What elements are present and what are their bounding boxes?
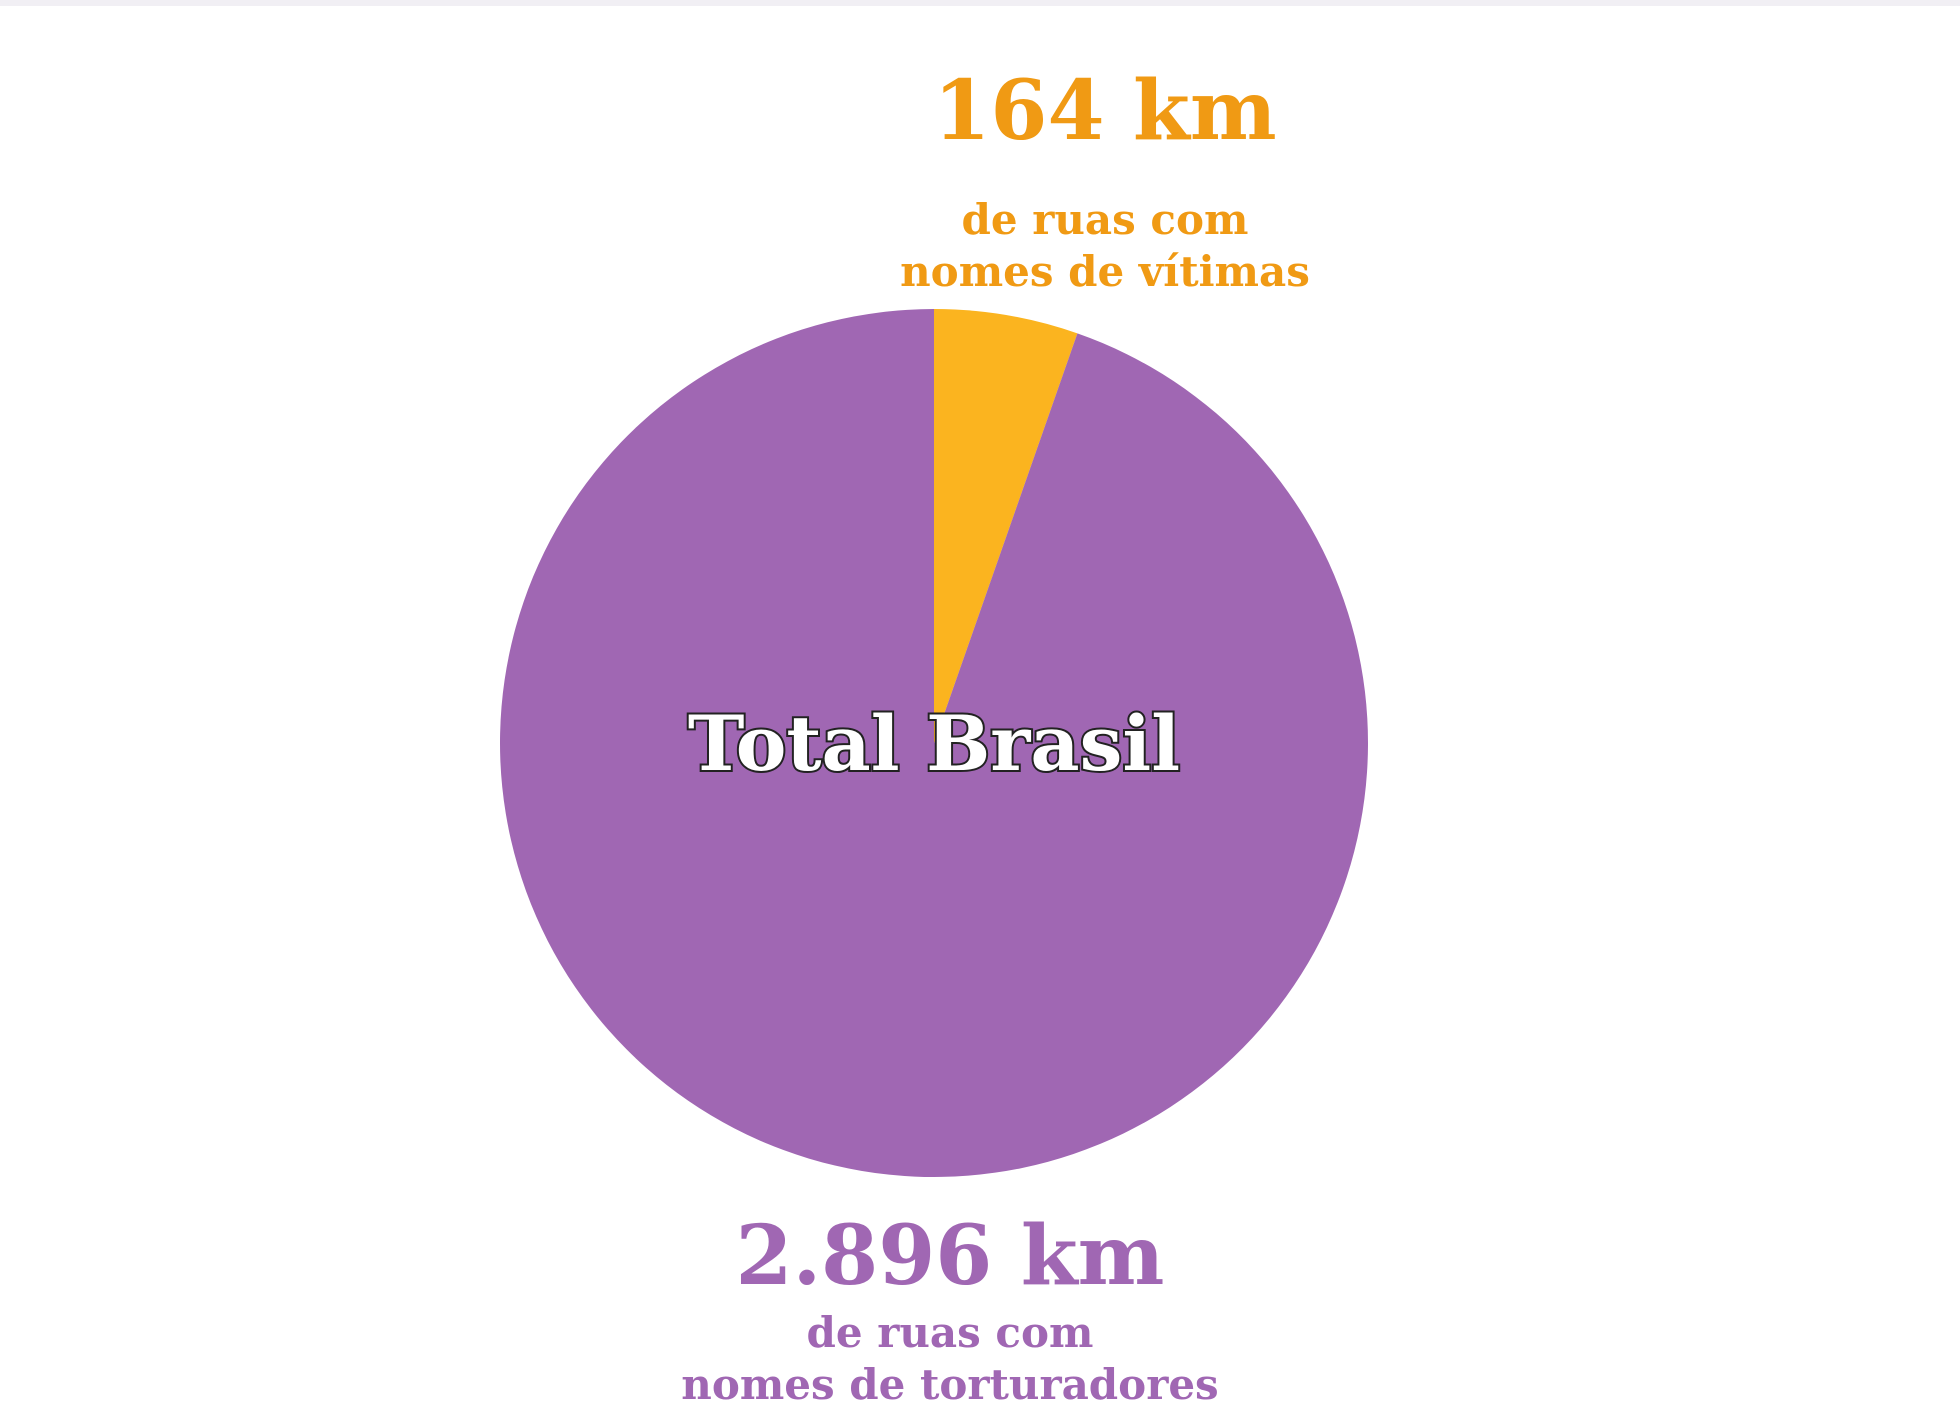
victims-caption-line-1: de ruas com	[961, 195, 1249, 244]
pie-slice-torturers	[500, 309, 1369, 1177]
torturers-annotation: 2.896 km de ruas com nomes de torturador…	[630, 1215, 1270, 1411]
pie-slices	[500, 309, 1369, 1177]
top-shade	[0, 0, 1960, 6]
victims-caption-line-2: nomes de vítimas	[900, 247, 1310, 296]
torturers-caption-line-2: nomes de torturadores	[681, 1360, 1219, 1409]
torturers-caption-line-1: de ruas com	[806, 1308, 1094, 1357]
victims-value-label: 164 km	[933, 63, 1277, 159]
pie-slice-victims	[934, 309, 1078, 743]
pie-center-label: Total Brasil	[688, 699, 1180, 788]
torturers-value-label: 2.896 km	[735, 1208, 1165, 1304]
victims-annotation: 164 km de ruas com nomes de vítimas	[880, 70, 1330, 298]
